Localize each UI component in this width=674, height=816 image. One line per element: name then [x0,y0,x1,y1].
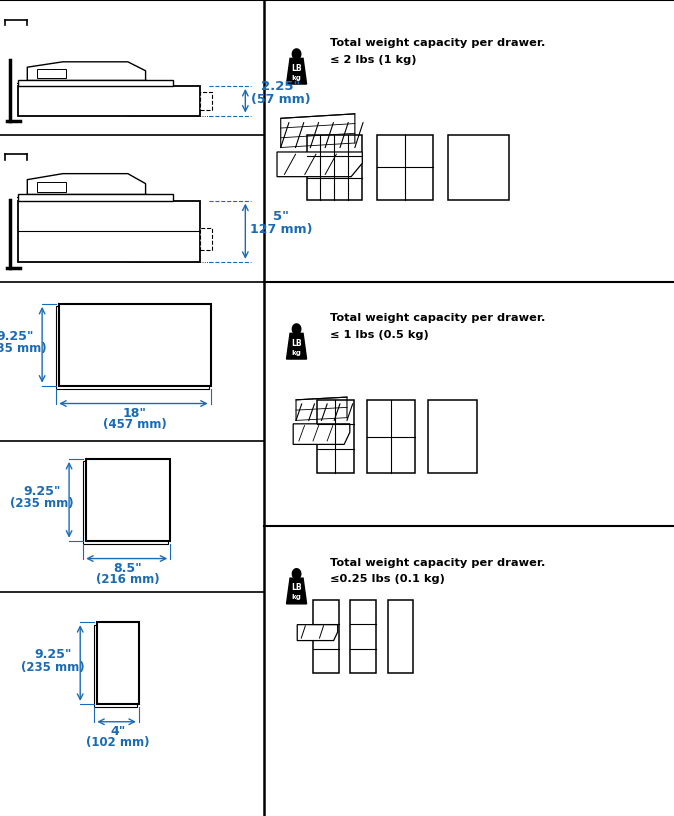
Bar [18,80,173,86]
Text: (57 mm): (57 mm) [251,93,311,105]
Polygon shape [286,578,307,604]
Text: 9.25": 9.25" [34,649,72,661]
Bar [82,461,168,543]
Text: (102 mm): (102 mm) [86,737,150,749]
Text: 127 mm): 127 mm) [250,223,312,236]
Text: (235 mm): (235 mm) [22,661,85,673]
Text: LB: LB [291,64,302,73]
Text: (457 mm): (457 mm) [103,419,166,431]
Bar [200,228,212,250]
Text: ≤ 2 lbs (1 kg): ≤ 2 lbs (1 kg) [330,55,417,64]
Text: 8.5": 8.5" [114,562,142,574]
Bar [18,201,200,262]
Text: 5": 5" [273,210,289,223]
Text: (235 mm): (235 mm) [10,498,74,510]
Bar [428,400,477,473]
Text: kg: kg [292,349,301,356]
Polygon shape [293,324,301,335]
Bar [55,307,209,389]
Text: kg: kg [292,594,301,601]
Bar [350,600,376,673]
Text: (235 mm): (235 mm) [0,343,47,355]
Polygon shape [286,334,307,359]
Bar [313,600,339,673]
Text: 2.25": 2.25" [262,80,301,92]
Text: LB: LB [291,583,302,592]
Bar [18,86,200,116]
Bar [200,92,212,109]
Text: ≤ 1 lbs (0.5 kg): ≤ 1 lbs (0.5 kg) [330,330,429,339]
Text: 9.25": 9.25" [24,486,61,498]
Polygon shape [277,152,363,177]
Bar [367,400,415,473]
Bar [317,400,354,473]
Text: kg: kg [292,74,301,81]
Bar [377,135,433,200]
Bar [94,625,137,707]
Bar [86,459,170,540]
Polygon shape [293,424,350,445]
Text: ≤0.25 lbs (0.1 kg): ≤0.25 lbs (0.1 kg) [330,574,445,584]
Polygon shape [293,569,301,579]
Text: Total weight capacity per drawer.: Total weight capacity per drawer. [330,313,546,323]
Bar [37,182,66,192]
Polygon shape [293,49,301,60]
Bar [59,304,210,386]
Text: 18": 18" [123,407,147,419]
Bar [18,193,173,201]
Text: (216 mm): (216 mm) [96,574,160,586]
Bar [388,600,413,673]
Text: LB: LB [291,339,302,348]
Text: 9.25": 9.25" [0,330,34,343]
Bar [307,135,362,200]
Bar [37,69,66,78]
Text: Total weight capacity per drawer.: Total weight capacity per drawer. [330,558,546,568]
Polygon shape [286,59,307,84]
Bar [448,135,509,200]
Text: Total weight capacity per drawer.: Total weight capacity per drawer. [330,38,546,48]
Bar [97,622,139,703]
Polygon shape [297,625,338,641]
Text: 4": 4" [111,725,125,738]
